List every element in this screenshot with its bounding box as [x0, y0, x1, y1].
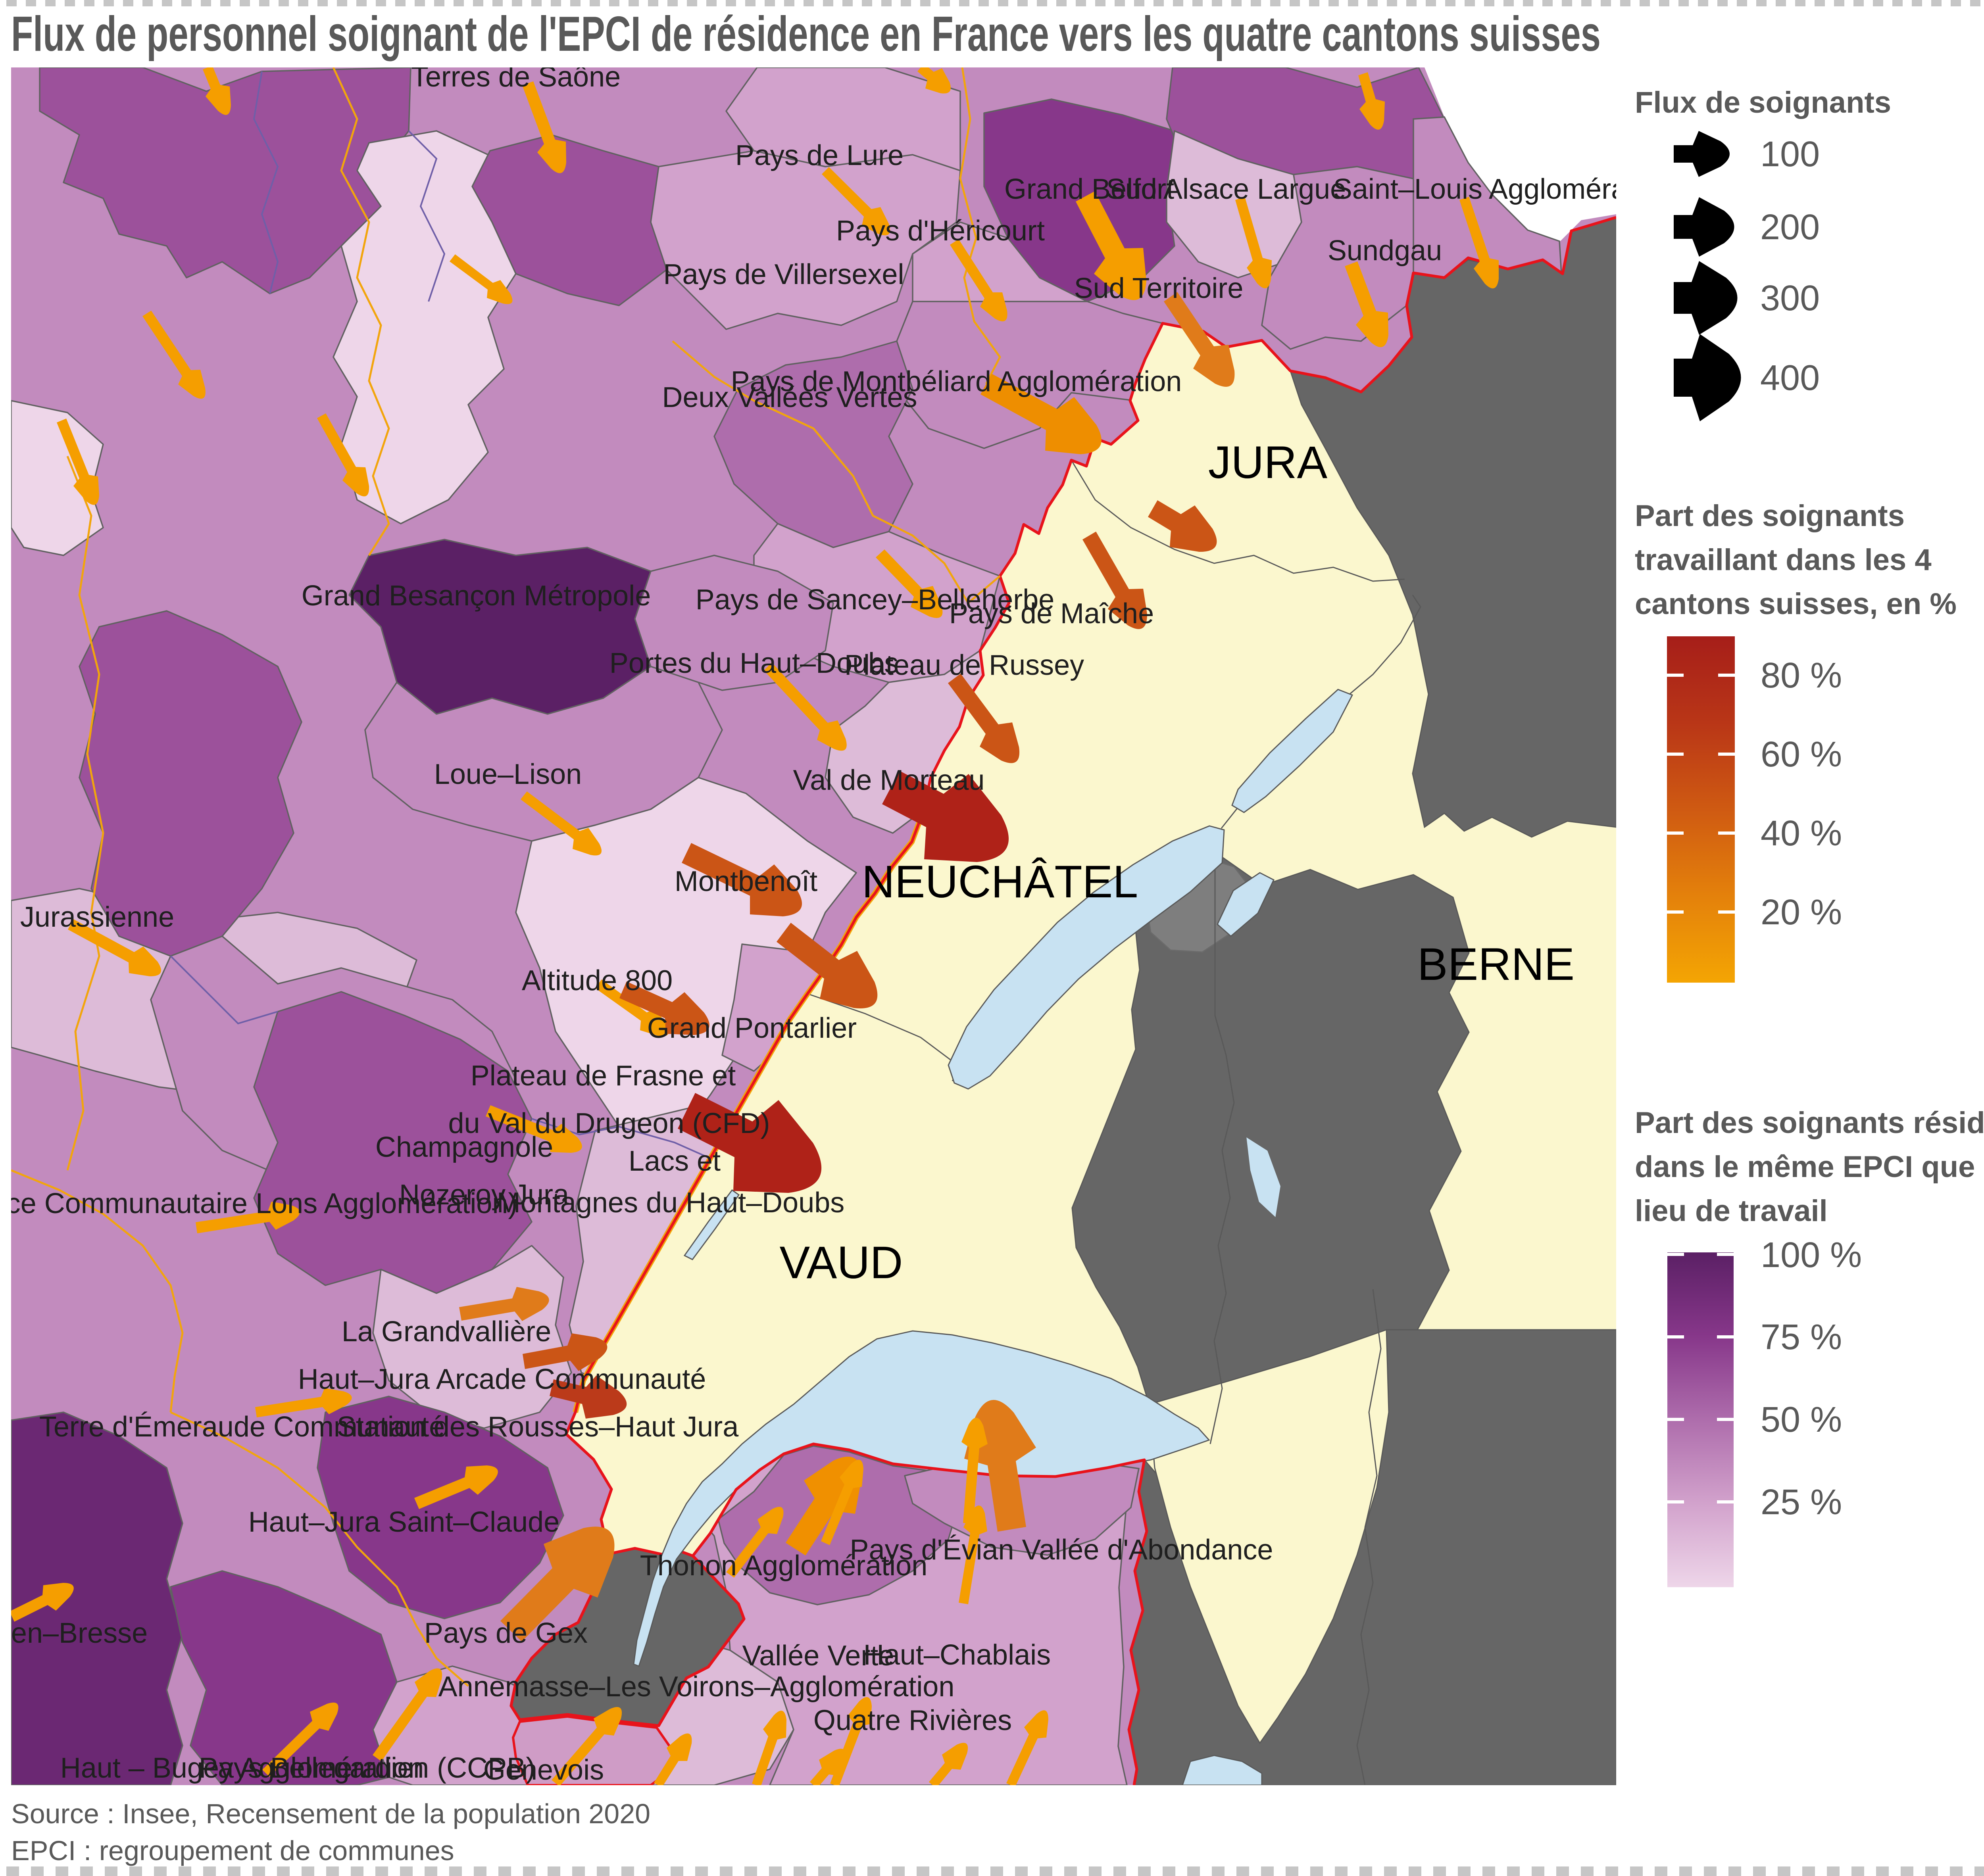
svg-text:Pays de Villersexel: Pays de Villersexel — [663, 259, 904, 290]
svg-text:75 %: 75 % — [1761, 1317, 1842, 1357]
svg-text:lieu de travail: lieu de travail — [1635, 1194, 1828, 1228]
svg-text:300: 300 — [1760, 278, 1820, 318]
svg-text:100: 100 — [1760, 134, 1820, 174]
svg-text:Grand Belfort: Grand Belfort — [1004, 173, 1174, 205]
svg-text:Pays Bellegardien (CCPB): Pays Bellegardien (CCPB) — [199, 1752, 535, 1784]
svg-text:Lacs et: Lacs et — [629, 1145, 721, 1177]
svg-text:Vallée Verte: Vallée Verte — [742, 1640, 894, 1672]
svg-text:20 %: 20 % — [1761, 893, 1842, 932]
svg-text:Altitude 800: Altitude 800 — [522, 965, 673, 997]
svg-text:La Grandvallière: La Grandvallière — [342, 1316, 551, 1348]
svg-text:Loue–Lison: Loue–Lison — [434, 758, 582, 790]
svg-text:Portes du Haut–Doubs: Portes du Haut–Doubs — [609, 647, 898, 679]
svg-text:60 %: 60 % — [1761, 735, 1842, 774]
svg-text:Deux Vallées Vertes: Deux Vallées Vertes — [662, 382, 917, 413]
svg-text:Sud Alsace Largue: Sud Alsace Largue — [1106, 173, 1346, 205]
svg-text:Plateau de Frasne et: Plateau de Frasne et — [471, 1060, 736, 1092]
svg-text:Haut–Jura Arcade Communauté: Haut–Jura Arcade Communauté — [298, 1363, 706, 1395]
svg-text:Thonon Agglomération: Thonon Agglomération — [640, 1550, 928, 1582]
svg-text:Champagnole: Champagnole — [375, 1131, 553, 1163]
svg-text:Montbenoît: Montbenoît — [675, 866, 817, 897]
svg-text:Haut – Bugey Agglomération: Haut – Bugey Agglomération — [60, 1752, 424, 1784]
svg-text:Station des Rousses–Haut Jura: Station des Rousses–Haut Jura — [337, 1411, 739, 1443]
svg-text:Pays de Sancey–Belleherbe: Pays de Sancey–Belleherbe — [696, 584, 1055, 616]
svg-text:Quatre Rivières: Quatre Rivières — [813, 1705, 1012, 1736]
svg-text:Part des soignants résidant: Part des soignants résidant — [1635, 1106, 1984, 1140]
svg-text:EPCI : regroupement de commune: EPCI : regroupement de communes — [11, 1835, 454, 1866]
svg-text:JURA: JURA — [1208, 437, 1328, 488]
svg-text:Pays de Lure: Pays de Lure — [735, 140, 904, 171]
svg-text:200: 200 — [1760, 207, 1820, 247]
svg-text:Terre d'Émeraude Communauté: Terre d'Émeraude Communauté — [39, 1411, 445, 1443]
svg-text:40 %: 40 % — [1761, 814, 1842, 853]
svg-text:Pays d'Héricourt: Pays d'Héricourt — [836, 215, 1045, 247]
svg-text:Flux de personnel soignant de: Flux de personnel soignant de l'EPCI de … — [11, 7, 1601, 61]
svg-text:Genevois: Genevois — [483, 1754, 604, 1786]
svg-text:Plateau de Russey: Plateau de Russey — [844, 649, 1084, 681]
svg-text:Pays de Maîche: Pays de Maîche — [949, 598, 1154, 630]
svg-text:Sundgau: Sundgau — [1328, 235, 1442, 267]
svg-text:Grand Pontarlier: Grand Pontarlier — [647, 1012, 857, 1044]
svg-text:dans le même EPCI que leur: dans le même EPCI que leur — [1635, 1150, 1984, 1184]
svg-text:Pays de Montbéliard Agglomérat: Pays de Montbéliard Agglomération — [731, 366, 1182, 397]
svg-text:Terres de Saône: Terres de Saône — [411, 61, 621, 93]
svg-text:Source : Insee, Recensement de: Source : Insee, Recensement de la popula… — [11, 1798, 650, 1829]
svg-text:Haut–Jura Saint–Claude: Haut–Jura Saint–Claude — [248, 1506, 560, 1538]
svg-text:Sud Territoire: Sud Territoire — [1074, 273, 1244, 304]
svg-text:NEUCHÂTEL: NEUCHÂTEL — [862, 856, 1138, 907]
svg-text:Grand Besançon Métropole: Grand Besançon Métropole — [302, 580, 651, 612]
svg-text:travaillant dans les 4: travaillant dans les 4 — [1635, 543, 1932, 577]
svg-text:50 %: 50 % — [1761, 1400, 1842, 1440]
svg-text:ace Communautaire Lons Agglomé: ace Communautaire Lons Agglomération) — [0, 1188, 517, 1219]
svg-text:–en–Bresse: –en–Bresse — [0, 1617, 148, 1649]
svg-text:Flux de soignants: Flux de soignants — [1635, 86, 1891, 119]
svg-text:Val de Morteau: Val de Morteau — [793, 764, 985, 796]
svg-text:BERNE: BERNE — [1417, 939, 1575, 990]
svg-text:80 %: 80 % — [1761, 656, 1842, 695]
svg-text:Annemasse–Les Voirons–Agglomér: Annemasse–Les Voirons–Agglomération — [438, 1671, 955, 1703]
svg-text:du Val du Drugeon (CFD): du Val du Drugeon (CFD) — [448, 1108, 770, 1139]
svg-text:Saint–Louis Agglomérat: Saint–Louis Agglomérat — [1333, 173, 1635, 205]
svg-text:e Jurassienne: e Jurassienne — [0, 901, 174, 933]
svg-text:Nozeroy Jura: Nozeroy Jura — [399, 1179, 569, 1211]
svg-text:Part des soignants: Part des soignants — [1635, 499, 1905, 533]
svg-text:Pays d'Évian Vallée d'Abondanc: Pays d'Évian Vallée d'Abondance — [850, 1534, 1273, 1566]
svg-text:Pays de Gex: Pays de Gex — [424, 1617, 588, 1649]
svg-text:400: 400 — [1760, 358, 1820, 398]
svg-text:cantons suisses, en %: cantons suisses, en % — [1635, 587, 1957, 621]
svg-text:25 %: 25 % — [1761, 1482, 1842, 1522]
svg-text:Haut–Chablais: Haut–Chablais — [863, 1639, 1051, 1671]
svg-text:VAUD: VAUD — [780, 1237, 903, 1288]
svg-text:Montagnes du Haut–Doubs: Montagnes du Haut–Doubs — [497, 1187, 845, 1219]
svg-text:100 %: 100 % — [1761, 1235, 1862, 1275]
